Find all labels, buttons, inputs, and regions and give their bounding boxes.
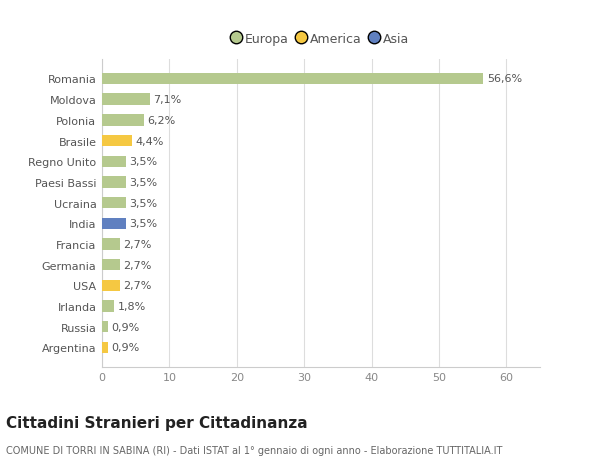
Text: 3,5%: 3,5% [129,219,157,229]
Bar [102,135,131,147]
Text: 1,8%: 1,8% [118,301,146,311]
Text: COMUNE DI TORRI IN SABINA (RI) - Dati ISTAT al 1° gennaio di ogni anno - Elabora: COMUNE DI TORRI IN SABINA (RI) - Dati IS… [6,445,502,455]
Text: 56,6%: 56,6% [487,74,522,84]
Bar [102,73,484,85]
Bar [102,301,114,312]
Bar [102,115,144,126]
Bar [102,342,108,353]
Text: 0,9%: 0,9% [112,342,140,353]
Text: 2,7%: 2,7% [124,260,152,270]
Text: 4,4%: 4,4% [135,136,163,146]
Bar [102,197,125,209]
Bar [102,218,125,230]
Text: 6,2%: 6,2% [147,116,175,126]
Text: 2,7%: 2,7% [124,240,152,249]
Text: 2,7%: 2,7% [124,280,152,291]
Text: 3,5%: 3,5% [129,198,157,208]
Bar [102,94,150,106]
Bar [102,321,108,333]
Text: 7,1%: 7,1% [153,95,181,105]
Text: 3,5%: 3,5% [129,157,157,167]
Legend: Europa, America, Asia: Europa, America, Asia [229,29,413,50]
Text: Cittadini Stranieri per Cittadinanza: Cittadini Stranieri per Cittadinanza [6,415,308,431]
Bar [102,156,125,168]
Bar [102,239,120,250]
Text: 3,5%: 3,5% [129,178,157,187]
Bar [102,280,120,291]
Bar [102,259,120,271]
Bar [102,177,125,188]
Text: 0,9%: 0,9% [112,322,140,332]
